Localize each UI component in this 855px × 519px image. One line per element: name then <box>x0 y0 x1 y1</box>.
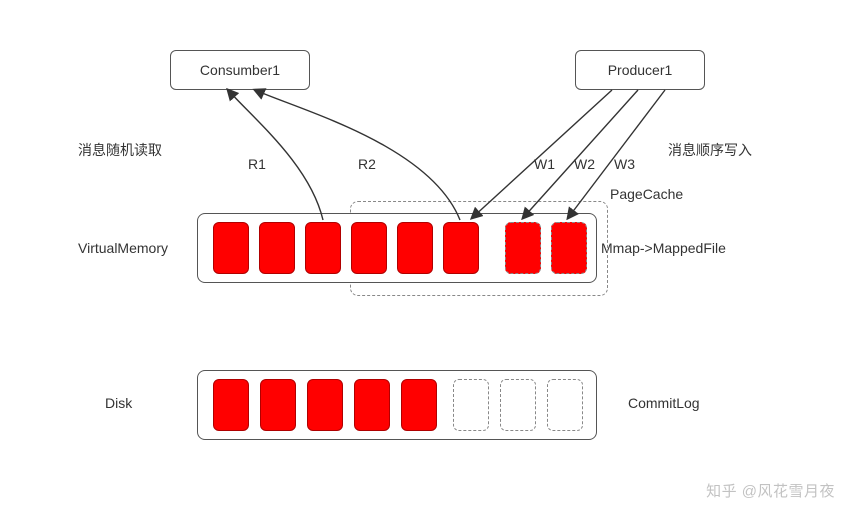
disk-block <box>307 379 343 431</box>
w2-label: W2 <box>574 156 595 172</box>
consumer-label: Consumber1 <box>200 62 280 78</box>
w3-label: W3 <box>614 156 635 172</box>
w1-arrow <box>472 90 612 218</box>
disk-container <box>197 370 597 440</box>
watermark: 知乎 @风花雪月夜 <box>706 480 835 501</box>
msg-write-label: 消息顺序写入 <box>668 140 752 160</box>
mem-block <box>397 222 433 274</box>
producer-box: Producer1 <box>575 50 705 90</box>
mem-block-pending <box>551 222 587 274</box>
mem-block <box>443 222 479 274</box>
disk-block <box>213 379 249 431</box>
disk-block <box>260 379 296 431</box>
w1-label: W1 <box>534 156 555 172</box>
consumer-box: Consumber1 <box>170 50 310 90</box>
mem-block <box>259 222 295 274</box>
mem-block <box>351 222 387 274</box>
disk-block <box>401 379 437 431</box>
mem-block-pending <box>505 222 541 274</box>
mapped-file-label: Mmap->MappedFile <box>601 240 726 256</box>
disk-block-empty <box>500 379 536 431</box>
page-cache-label: PageCache <box>610 186 683 202</box>
r1-label: R1 <box>248 156 266 172</box>
r1-arrow <box>228 90 323 220</box>
virtual-memory-label: VirtualMemory <box>78 240 168 256</box>
mem-block <box>305 222 341 274</box>
disk-block-empty <box>547 379 583 431</box>
commit-log-label: CommitLog <box>628 395 700 411</box>
disk-block <box>354 379 390 431</box>
r2-label: R2 <box>358 156 376 172</box>
mem-block <box>213 222 249 274</box>
msg-read-label: 消息随机读取 <box>78 140 162 160</box>
disk-block-empty <box>453 379 489 431</box>
disk-label: Disk <box>105 395 132 411</box>
producer-label: Producer1 <box>608 62 673 78</box>
